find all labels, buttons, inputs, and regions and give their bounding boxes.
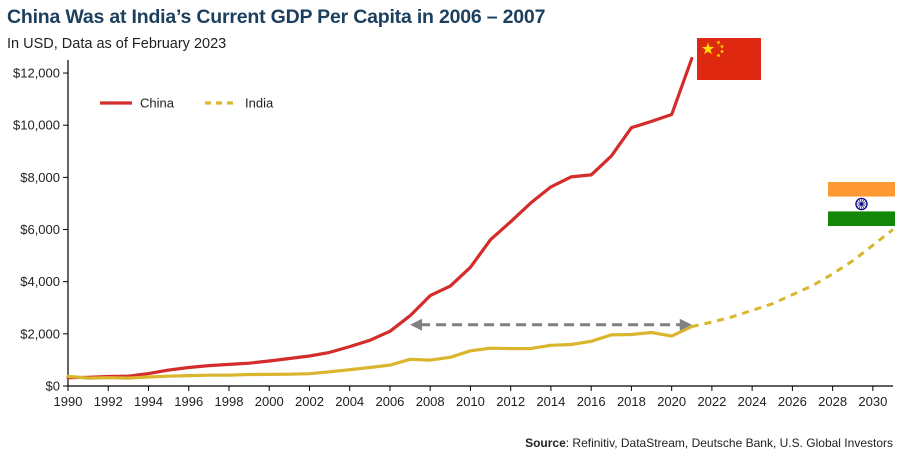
x-tick-label: 2008	[416, 394, 445, 409]
x-tick-label: 2022	[697, 394, 726, 409]
china-flag-small-star	[719, 49, 725, 54]
x-tick-label: 1994	[134, 394, 163, 409]
x-tick-label: 2000	[255, 394, 284, 409]
ashoka-chakra-icon	[855, 197, 868, 211]
china-line	[66, 56, 694, 380]
ashoka-chakra-spoke	[861, 203, 867, 207]
ashoka-chakra-spoke	[856, 203, 862, 207]
x-tick-label: 2010	[456, 394, 485, 409]
x-tick-label: 2018	[617, 394, 646, 409]
source-text: : Refinitiv, DataStream, Deutsche Bank, …	[565, 436, 893, 450]
x-tick-label: 2006	[375, 394, 404, 409]
y-tick-label: $2,000	[20, 326, 60, 341]
arrow-head-right	[679, 318, 692, 331]
x-tick-label: 1992	[94, 394, 123, 409]
legend-label-china: China	[140, 96, 175, 111]
china-flag-big-star	[701, 42, 715, 55]
india-flag-green-band	[828, 211, 895, 226]
y-tick-label: $6,000	[20, 222, 60, 237]
x-tick-label: 2028	[818, 394, 847, 409]
china-flag	[697, 38, 761, 80]
axes: $0 $2,000 $4,000 $6,000 $8,000 $10,000 $12,000…	[13, 60, 893, 409]
annotations	[410, 318, 692, 331]
ashoka-chakra-spoke	[858, 203, 862, 209]
y-tick-label: $10,000	[13, 118, 60, 133]
x-tick-label: 1996	[174, 394, 203, 409]
x-tick-label: 2026	[778, 394, 807, 409]
x-tick-label: 2024	[738, 394, 767, 409]
y-tick-label: $8,000	[20, 170, 60, 185]
x-tick-label: 2030	[858, 394, 887, 409]
legend-label-india: India	[245, 96, 274, 111]
chart-subtitle: In USD, Data as of February 2023	[7, 36, 227, 52]
x-tick-label: 2012	[496, 394, 525, 409]
chart-title: China Was at India’s Current GDP Per Cap…	[7, 6, 546, 28]
ashoka-chakra-spoke	[861, 201, 867, 205]
y-tick-label: $0	[46, 379, 60, 394]
ashoka-chakra-spoke	[861, 203, 865, 209]
x-tick-label: 2020	[657, 394, 686, 409]
legend: China India	[100, 96, 274, 111]
x-tick-label: 2004	[335, 394, 364, 409]
ashoka-chakra-spoke	[858, 199, 862, 205]
india-flag	[828, 182, 895, 226]
y-tick-label: $12,000	[13, 66, 60, 81]
series-group	[66, 56, 894, 380]
india-projected-line	[691, 228, 894, 329]
china-flag-small-star	[716, 53, 721, 58]
source-label: Source	[525, 436, 566, 450]
india-flag-saffron-band	[828, 182, 895, 197]
y-tick-label: $4,000	[20, 274, 60, 289]
flags	[697, 38, 895, 226]
china-flag-small-star	[720, 44, 725, 49]
ashoka-chakra-spoke	[856, 201, 862, 205]
source-note: Source: Refinitiv, DataStream, Deutsche …	[525, 436, 893, 450]
x-tick-label: 2016	[577, 394, 606, 409]
x-tick-label: 1998	[215, 394, 244, 409]
x-tick-label: 2002	[295, 394, 324, 409]
ashoka-chakra-spoke	[861, 199, 865, 205]
x-tick-label: 2014	[536, 394, 565, 409]
india-line	[66, 325, 694, 380]
china-flag-small-star	[716, 40, 721, 45]
china-flag-field	[697, 38, 761, 80]
arrow-head-left	[410, 318, 423, 331]
x-tick-label: 1990	[54, 394, 83, 409]
